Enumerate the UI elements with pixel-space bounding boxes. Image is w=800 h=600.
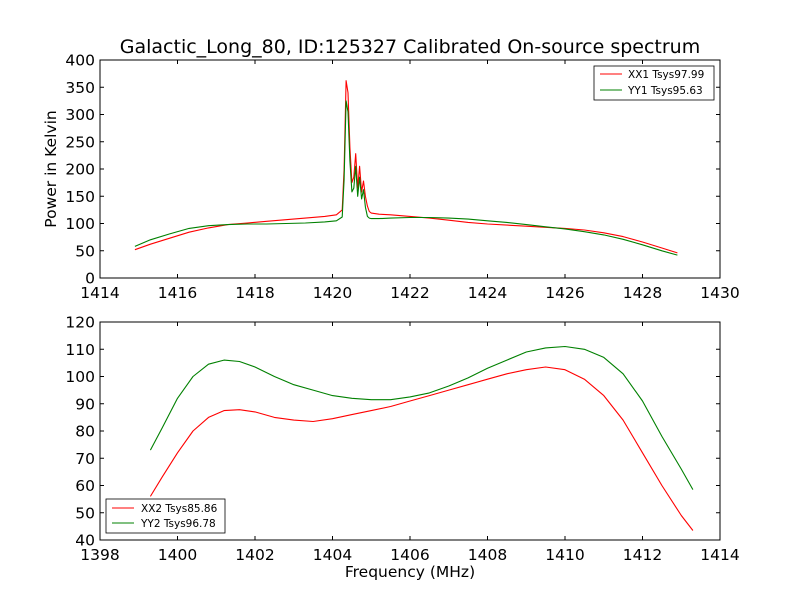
bottom-y-tick-label: 50	[75, 504, 95, 522]
top-series-line-0	[134, 80, 678, 254]
top-y-tick-label: 100	[65, 215, 95, 233]
top-y-tick-label: 350	[65, 79, 95, 97]
bottom-x-tick-label: 1404	[313, 546, 352, 564]
top-legend: XX1 Tsys97.99 YY1 Tsys95.63	[593, 65, 715, 101]
bottom-y-tick-label: 80	[75, 423, 95, 441]
bottom-series-group	[149, 345, 694, 531]
bottom-legend-box	[105, 498, 226, 534]
top-x-tick-label: 1426	[545, 284, 584, 302]
top-x-tick-label: 1424	[468, 284, 507, 302]
top-x-tick-label: 1428	[623, 284, 662, 302]
bottom-x-tick-label: 1402	[235, 546, 274, 564]
top-y-tick-label: 150	[65, 188, 95, 206]
bottom-ticks-group: 1398 1400 1402 1404 1406 1408 1410 1412 1414 40 50…	[65, 314, 739, 565]
bottom-y-tick-label: 110	[65, 341, 95, 359]
bottom-legend-label-xx2: XX2 Tsys85.86	[141, 503, 218, 515]
top-series-group	[134, 80, 678, 256]
top-legend-label-yy1: YY1 Tsys95.63	[627, 85, 703, 97]
top-x-tick-label: 1420	[313, 284, 352, 302]
bottom-x-tick-label: 1398	[80, 546, 119, 564]
bottom-legend: XX2 Tsys85.86 YY2 Tsys96.78	[105, 498, 226, 534]
bottom-x-tick-label: 1410	[545, 546, 584, 564]
bottom-x-tick-label: 1406	[390, 546, 429, 564]
bottom-x-tick-label: 1408	[468, 546, 507, 564]
bottom-y-tick-label: 40	[75, 532, 95, 550]
top-x-tick-label: 1430	[700, 284, 739, 302]
bottom-x-tick-label: 1414	[700, 546, 739, 564]
top-panel: 1414 1416 1418 1420 1422 1424 1426 1428 1430 0 50 1…	[42, 52, 740, 303]
bottom-x-tick-label: 1412	[623, 546, 662, 564]
bottom-y-tick-label: 70	[75, 450, 95, 468]
top-legend-label-xx1: XX1 Tsys97.99	[628, 69, 704, 81]
top-y-tick-label: 50	[75, 242, 95, 260]
top-y-tick-label: 400	[65, 52, 95, 70]
top-x-tick-label: 1416	[158, 284, 197, 302]
top-legend-box	[593, 65, 715, 101]
top-y-tick-label: 300	[65, 106, 95, 124]
bottom-y-tick-label: 100	[65, 368, 95, 386]
top-y-axis-label: Power in Kelvin	[42, 110, 60, 227]
bottom-panel: 1398 1400 1402 1404 1406 1408 1410 1412 1414 40 50…	[65, 314, 739, 582]
bottom-y-tick-label: 60	[75, 477, 95, 495]
top-x-tick-label: 1414	[80, 284, 119, 302]
top-y-tick-label: 0	[85, 270, 95, 288]
bottom-legend-label-yy2: YY2 Tsys96.78	[140, 518, 216, 530]
bottom-series-line-0	[149, 366, 694, 531]
top-x-tick-label: 1418	[235, 284, 274, 302]
top-ticks-group: 1414 1416 1418 1420 1422 1424 1426 1428 1430 0 50 1…	[65, 52, 739, 303]
bottom-series-line-1	[149, 345, 694, 490]
top-y-tick-label: 200	[65, 161, 95, 179]
chart-title: Galactic_Long_80, ID:125327 Calibrated O…	[120, 36, 700, 58]
top-x-tick-label: 1422	[390, 284, 429, 302]
top-y-tick-label: 250	[65, 133, 95, 151]
bottom-y-tick-label: 120	[65, 314, 95, 332]
bottom-x-tick-label: 1400	[158, 546, 197, 564]
bottom-x-axis-label: Frequency (MHz)	[345, 563, 475, 581]
bottom-y-tick-label: 90	[75, 395, 95, 413]
top-series-line-1	[134, 100, 678, 256]
